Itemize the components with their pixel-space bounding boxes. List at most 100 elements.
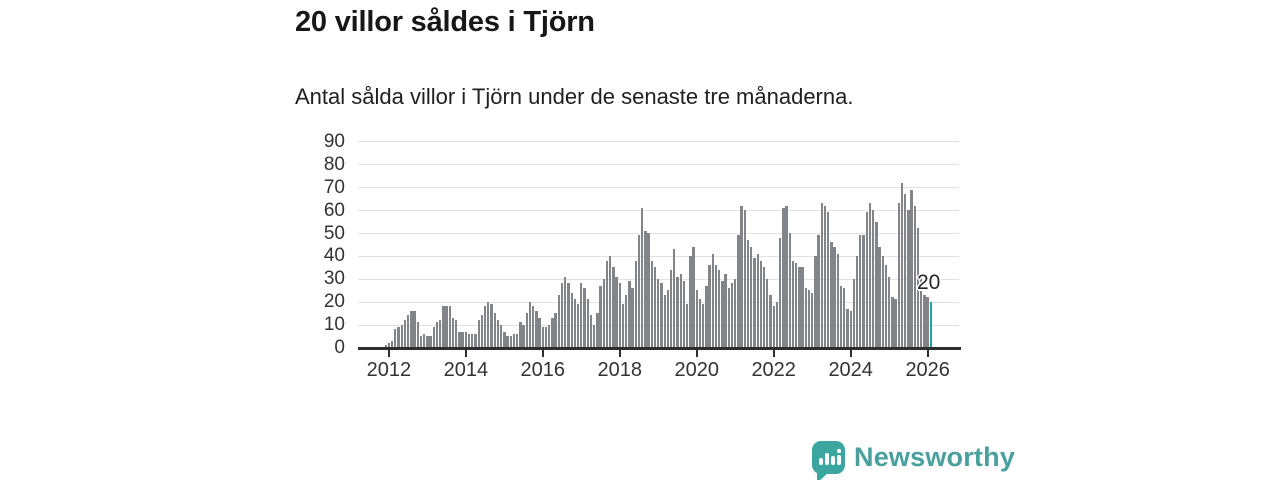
bar — [560, 283, 564, 348]
y-axis-tick-label: 40 — [323, 245, 345, 267]
bar — [522, 324, 525, 348]
bar — [657, 278, 660, 348]
bar — [881, 255, 884, 348]
bar — [820, 203, 823, 348]
newsworthy-logo: Newsworthy — [812, 441, 1015, 480]
bar — [535, 310, 538, 348]
bar — [496, 320, 500, 348]
bar — [615, 276, 618, 348]
bar — [442, 306, 445, 348]
bar — [528, 301, 532, 348]
bar — [817, 235, 820, 348]
bar — [413, 310, 416, 348]
bar — [641, 207, 644, 348]
bar — [811, 292, 814, 348]
bar — [855, 255, 859, 348]
speech-bubble-chart-icon — [812, 441, 845, 480]
bar — [833, 246, 836, 348]
bar — [734, 278, 737, 348]
bar — [750, 246, 753, 348]
bar — [403, 320, 407, 348]
bar — [400, 324, 403, 348]
bar — [891, 297, 894, 348]
bar — [435, 322, 439, 348]
gridline — [358, 141, 959, 143]
bar — [390, 340, 394, 348]
gridline — [358, 210, 959, 212]
bar — [814, 255, 817, 348]
bar — [718, 269, 721, 348]
bar — [740, 205, 743, 348]
bar — [471, 333, 474, 348]
bar — [554, 313, 557, 348]
bar — [849, 310, 852, 348]
bar — [923, 294, 926, 348]
bar — [682, 281, 686, 348]
bar — [461, 331, 464, 348]
bar — [631, 288, 634, 348]
bar — [673, 249, 676, 348]
bar — [480, 315, 484, 348]
bar — [701, 304, 705, 348]
bar — [743, 210, 747, 348]
y-axis-tick-label: 90 — [323, 130, 345, 152]
bar — [762, 267, 766, 348]
bar — [692, 246, 695, 348]
bar — [782, 207, 785, 348]
bar — [509, 336, 512, 348]
gridline — [358, 233, 959, 234]
bar — [608, 255, 612, 348]
bar — [583, 288, 586, 348]
bar — [839, 285, 843, 348]
bar — [894, 299, 897, 348]
x-axis-tick — [926, 349, 929, 357]
bar — [830, 242, 833, 348]
bar — [685, 304, 689, 348]
y-axis-tick-label: 80 — [323, 153, 345, 175]
x-axis-tick — [464, 349, 467, 357]
bar — [875, 221, 878, 348]
bar — [705, 285, 708, 348]
bar — [580, 283, 583, 348]
bar — [525, 313, 528, 348]
bar — [458, 331, 461, 348]
bar — [448, 306, 451, 348]
bar — [397, 326, 400, 348]
bar — [551, 317, 554, 348]
highlighted-bar — [929, 301, 933, 348]
bar — [567, 283, 570, 348]
bar — [644, 230, 647, 348]
y-axis-tick-label: 30 — [323, 268, 345, 290]
bar — [422, 333, 426, 348]
bar — [602, 278, 605, 348]
x-axis-tick-label: 2018 — [597, 359, 643, 381]
bar — [907, 210, 910, 348]
x-axis-tick — [387, 349, 390, 357]
chart-subtitle: Antal sålda villor i Tjörn under de sena… — [295, 84, 854, 109]
bar — [676, 276, 679, 348]
bar — [897, 203, 900, 348]
x-axis-tick — [618, 349, 621, 357]
bar — [634, 260, 637, 348]
bar — [490, 304, 493, 348]
bar — [653, 267, 657, 348]
y-axis-tick-label: 0 — [334, 337, 345, 358]
bar — [519, 322, 522, 348]
bar — [711, 253, 714, 348]
bar — [695, 290, 698, 348]
bar — [589, 315, 593, 348]
bar — [621, 304, 625, 348]
bar — [586, 299, 589, 348]
bar — [868, 203, 872, 348]
bar — [599, 285, 602, 348]
bar — [647, 233, 650, 348]
x-axis-tick-label: 2024 — [828, 359, 873, 381]
bar — [564, 276, 567, 348]
bar — [499, 324, 503, 348]
bar — [721, 281, 724, 348]
bar — [865, 212, 868, 348]
bar — [888, 276, 891, 348]
bar — [804, 288, 807, 348]
bar — [689, 255, 692, 348]
bar — [432, 326, 435, 348]
